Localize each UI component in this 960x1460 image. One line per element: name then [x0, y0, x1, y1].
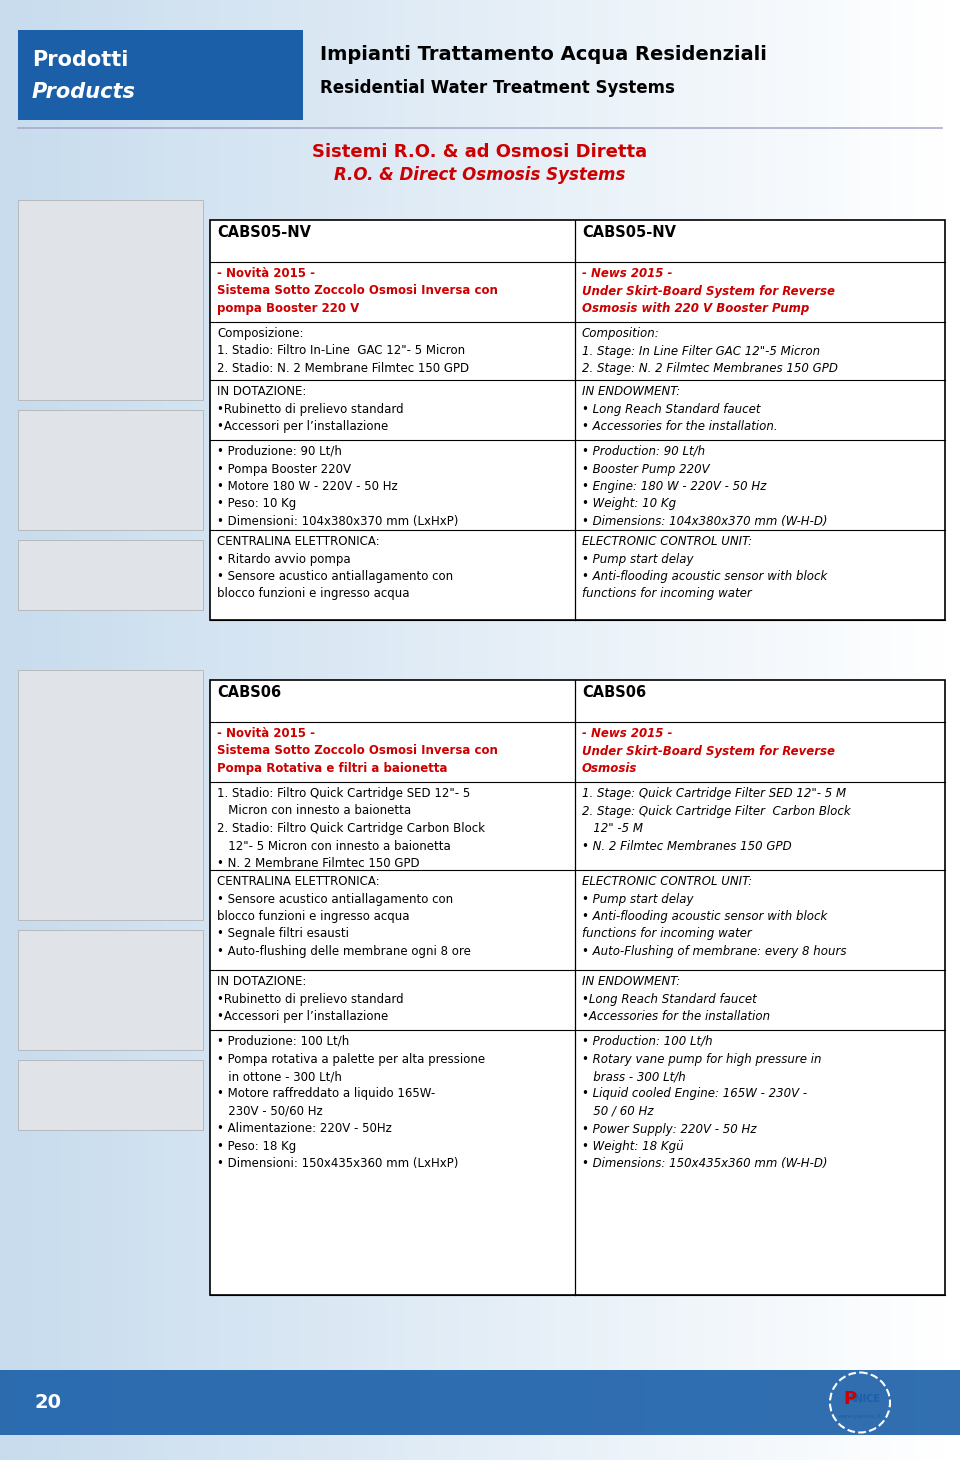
- Bar: [18, 200, 203, 400]
- Text: • Produzione: 100 Lt/h
• Pompa rotativa a palette per alta pressione
   in otton: • Produzione: 100 Lt/h • Pompa rotativa …: [217, 1035, 485, 1171]
- Bar: [18, 410, 203, 530]
- Text: IN ENDOWMENT:
•Long Reach Standard faucet
•Accessories for the installation: IN ENDOWMENT: •Long Reach Standard fauce…: [582, 975, 770, 1023]
- Text: R.O. & Direct Osmosis Systems: R.O. & Direct Osmosis Systems: [334, 166, 626, 184]
- Text: CENTRALINA ELETTRONICA:
• Ritardo avvio pompa
• Sensore acustico antiallagamento: CENTRALINA ELETTRONICA: • Ritardo avvio …: [217, 534, 453, 600]
- Text: Composition:
1. Stage: In Line Filter GAC 12"-5 Micron
2. Stage: N. 2 Filmtec Me: Composition: 1. Stage: In Line Filter GA…: [582, 327, 838, 375]
- Text: 1. Stadio: Filtro Quick Cartridge SED 12"- 5
   Micron con innesto a baionetta
2: 1. Stadio: Filtro Quick Cartridge SED 12…: [217, 787, 485, 870]
- Bar: [18, 31, 303, 120]
- Bar: [18, 930, 203, 1050]
- Text: - News 2015 -
Under Skirt-Board System for Reverse
Osmosis with 220 V Booster Pu: - News 2015 - Under Skirt-Board System f…: [582, 267, 835, 315]
- Bar: [0, 1369, 960, 1435]
- Text: 1. Stage: Quick Cartridge Filter SED 12"- 5 M
2. Stage: Quick Cartridge Filter  : 1. Stage: Quick Cartridge Filter SED 12"…: [582, 787, 851, 853]
- Text: CENTRALINA ELETTRONICA:
• Sensore acustico antiallagamento con
blocco funzioni e: CENTRALINA ELETTRONICA: • Sensore acusti…: [217, 875, 470, 958]
- Text: www.panice.it: www.panice.it: [838, 1413, 882, 1419]
- Bar: [18, 1060, 203, 1130]
- Text: • Produzione: 90 Lt/h
• Pompa Booster 220V
• Motore 180 W - 220V - 50 Hz
• Peso:: • Produzione: 90 Lt/h • Pompa Booster 22…: [217, 445, 458, 529]
- Text: CABS05-NV: CABS05-NV: [582, 225, 676, 239]
- Text: - Novità 2015 -
Sistema Sotto Zoccolo Osmosi Inversa con
pompa Booster 220 V: - Novità 2015 - Sistema Sotto Zoccolo Os…: [217, 267, 498, 315]
- Text: Products: Products: [32, 82, 136, 102]
- Text: Prodotti: Prodotti: [32, 50, 129, 70]
- Bar: [18, 540, 203, 610]
- Bar: [18, 670, 203, 920]
- Bar: [210, 220, 945, 620]
- Text: - Novità 2015 -
Sistema Sotto Zoccolo Osmosi Inversa con
Pompa Rotativa e filtri: - Novità 2015 - Sistema Sotto Zoccolo Os…: [217, 727, 498, 775]
- Bar: [210, 680, 945, 1295]
- Text: CABS06: CABS06: [582, 685, 646, 699]
- Text: IN DOTAZIONE:
•Rubinetto di prelievo standard
•Accessori per l’installazione: IN DOTAZIONE: •Rubinetto di prelievo sta…: [217, 975, 403, 1023]
- Text: ELECTRONIC CONTROL UNIT:
• Pump start delay
• Anti-flooding acoustic sensor with: ELECTRONIC CONTROL UNIT: • Pump start de…: [582, 875, 847, 958]
- Text: CABS06: CABS06: [217, 685, 281, 699]
- Text: P: P: [844, 1390, 856, 1407]
- Text: • Production: 100 Lt/h
• Rotary vane pump for high pressure in
   brass - 300 Lt: • Production: 100 Lt/h • Rotary vane pum…: [582, 1035, 828, 1171]
- Text: CABS05-NV: CABS05-NV: [217, 225, 311, 239]
- Text: IN ENDOWMENT:
• Long Reach Standard faucet
• Accessories for the installation.: IN ENDOWMENT: • Long Reach Standard fauc…: [582, 385, 778, 434]
- Text: • Production: 90 Lt/h
• Booster Pump 220V
• Engine: 180 W - 220V - 50 Hz
• Weigh: • Production: 90 Lt/h • Booster Pump 220…: [582, 445, 828, 529]
- Text: Impianti Trattamento Acqua Residenziali: Impianti Trattamento Acqua Residenziali: [320, 45, 767, 64]
- Text: Residential Water Treatment Systems: Residential Water Treatment Systems: [320, 79, 675, 96]
- Text: IN DOTAZIONE:
•Rubinetto di prelievo standard
•Accessori per l’installazione: IN DOTAZIONE: •Rubinetto di prelievo sta…: [217, 385, 403, 434]
- Text: ANICE: ANICE: [848, 1393, 880, 1403]
- Text: - News 2015 -
Under Skirt-Board System for Reverse
Osmosis: - News 2015 - Under Skirt-Board System f…: [582, 727, 835, 775]
- Text: Sistemi R.O. & ad Osmosi Diretta: Sistemi R.O. & ad Osmosi Diretta: [312, 143, 648, 161]
- Text: Composizione:
1. Stadio: Filtro In-Line  GAC 12"- 5 Micron
2. Stadio: N. 2 Membr: Composizione: 1. Stadio: Filtro In-Line …: [217, 327, 469, 375]
- Text: ELECTRONIC CONTROL UNIT:
• Pump start delay
• Anti-flooding acoustic sensor with: ELECTRONIC CONTROL UNIT: • Pump start de…: [582, 534, 828, 600]
- Text: 20: 20: [35, 1393, 62, 1412]
